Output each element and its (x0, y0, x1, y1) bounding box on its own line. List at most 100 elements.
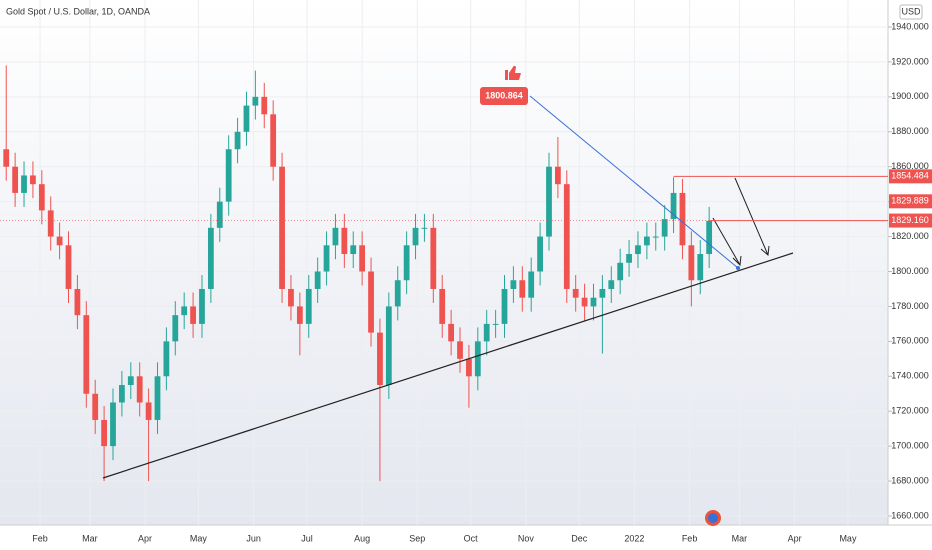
y-tick-label: 1740.000 (891, 371, 929, 381)
candle-body (457, 341, 463, 359)
candle-body (581, 297, 588, 307)
candle-body (136, 376, 143, 403)
candle-body (519, 280, 526, 298)
candle-body (101, 419, 107, 447)
callout-box (480, 87, 528, 105)
y-tick-label: 1820.000 (891, 231, 929, 241)
candle-body (270, 114, 277, 167)
candle-body (12, 166, 19, 193)
price-label: 1829.160 (891, 215, 929, 225)
candle-body (163, 341, 170, 377)
candle-body (403, 245, 410, 281)
x-tick-label: May (839, 533, 857, 543)
y-tick-label: 1780.000 (891, 301, 929, 311)
candle-body (466, 358, 472, 377)
candle-body (706, 220, 713, 255)
candle-body (207, 227, 214, 289)
candle-body (572, 288, 579, 298)
event-icon (708, 513, 718, 523)
candle-body (92, 393, 99, 420)
candle-body (510, 280, 517, 289)
candle-body (323, 245, 330, 272)
y-tick-label: 1880.000 (891, 126, 929, 136)
thumbs-up-icon (505, 65, 521, 80)
candle-body (394, 280, 401, 307)
candle-body (599, 288, 606, 298)
candle-body (555, 166, 561, 185)
candle-body (234, 131, 241, 150)
axis-background (888, 0, 932, 550)
candle-body (296, 306, 303, 324)
x-tick-label: May (190, 533, 208, 543)
x-tick-label: Feb (682, 533, 698, 543)
price-label: 1854.484 (891, 171, 929, 181)
candle-body (288, 288, 294, 307)
arrow (734, 177, 770, 256)
candle-body (3, 149, 10, 167)
candle-body (474, 341, 481, 377)
x-tick-label: Oct (464, 533, 479, 543)
candle-body (608, 280, 615, 289)
candle-body (332, 227, 339, 246)
candle-body (670, 192, 677, 220)
candle-body (47, 210, 54, 237)
y-tick-label: 1800.000 (891, 266, 929, 276)
candle-body (119, 385, 125, 403)
candle-body (305, 288, 312, 324)
candle-body (341, 227, 348, 255)
candle-body (154, 376, 161, 420)
price-label-box (889, 213, 932, 228)
chart-title: Gold Spot / U.S. Dollar, 1D, OANDA (6, 6, 150, 16)
candle-body (652, 236, 659, 238)
candle-body (679, 192, 686, 246)
y-tick-label: 1720.000 (891, 406, 929, 416)
candle-body (385, 306, 392, 386)
x-tick-label: Feb (32, 533, 48, 543)
candle-body (635, 245, 641, 255)
currency[interactable]: USD (901, 6, 921, 16)
candle-body (252, 96, 259, 106)
candle-body (697, 254, 704, 281)
candle-body (172, 315, 179, 342)
currency-box[interactable] (899, 4, 923, 20)
candle-body (412, 227, 419, 246)
candle-body (110, 402, 116, 447)
candle-body (65, 245, 72, 289)
y-tick-label: 1920.000 (891, 56, 929, 66)
candle-body (448, 323, 455, 342)
candle-body (225, 149, 232, 202)
drawing-point (736, 266, 740, 270)
drawing-line (529, 95, 739, 269)
candle-body (430, 227, 437, 289)
candle-body (492, 323, 499, 325)
y-tick-label: 1660.000 (891, 510, 929, 520)
candle-body (74, 288, 81, 316)
x-tick-label: Jun (246, 533, 261, 543)
candle-body (590, 297, 597, 307)
candle-body (368, 271, 374, 333)
candle-body (528, 271, 535, 298)
candle-body (38, 184, 45, 211)
candle-body (483, 323, 490, 342)
candle-body (314, 271, 321, 289)
candle-body (626, 254, 632, 263)
x-tick-label: Apr (138, 533, 152, 543)
y-tick-label: 1760.000 (891, 336, 929, 346)
candle-body (421, 227, 428, 229)
candle-body (21, 175, 27, 193)
candle-body (56, 236, 63, 246)
x-tick-label: Mar (732, 533, 748, 543)
y-tick-label: 1680.000 (891, 475, 929, 485)
arrow (712, 217, 742, 267)
x-tick-label: Apr (788, 533, 802, 543)
candle-body (279, 166, 285, 289)
candle-body (617, 262, 624, 281)
x-tick-label: Mar (82, 533, 98, 543)
x-tick-label: Nov (518, 533, 535, 543)
candle-body (216, 201, 223, 228)
candle-body (127, 376, 134, 386)
y-tick-label: 1700.000 (891, 441, 929, 451)
candle-body (546, 166, 552, 237)
candle-body (181, 306, 188, 316)
